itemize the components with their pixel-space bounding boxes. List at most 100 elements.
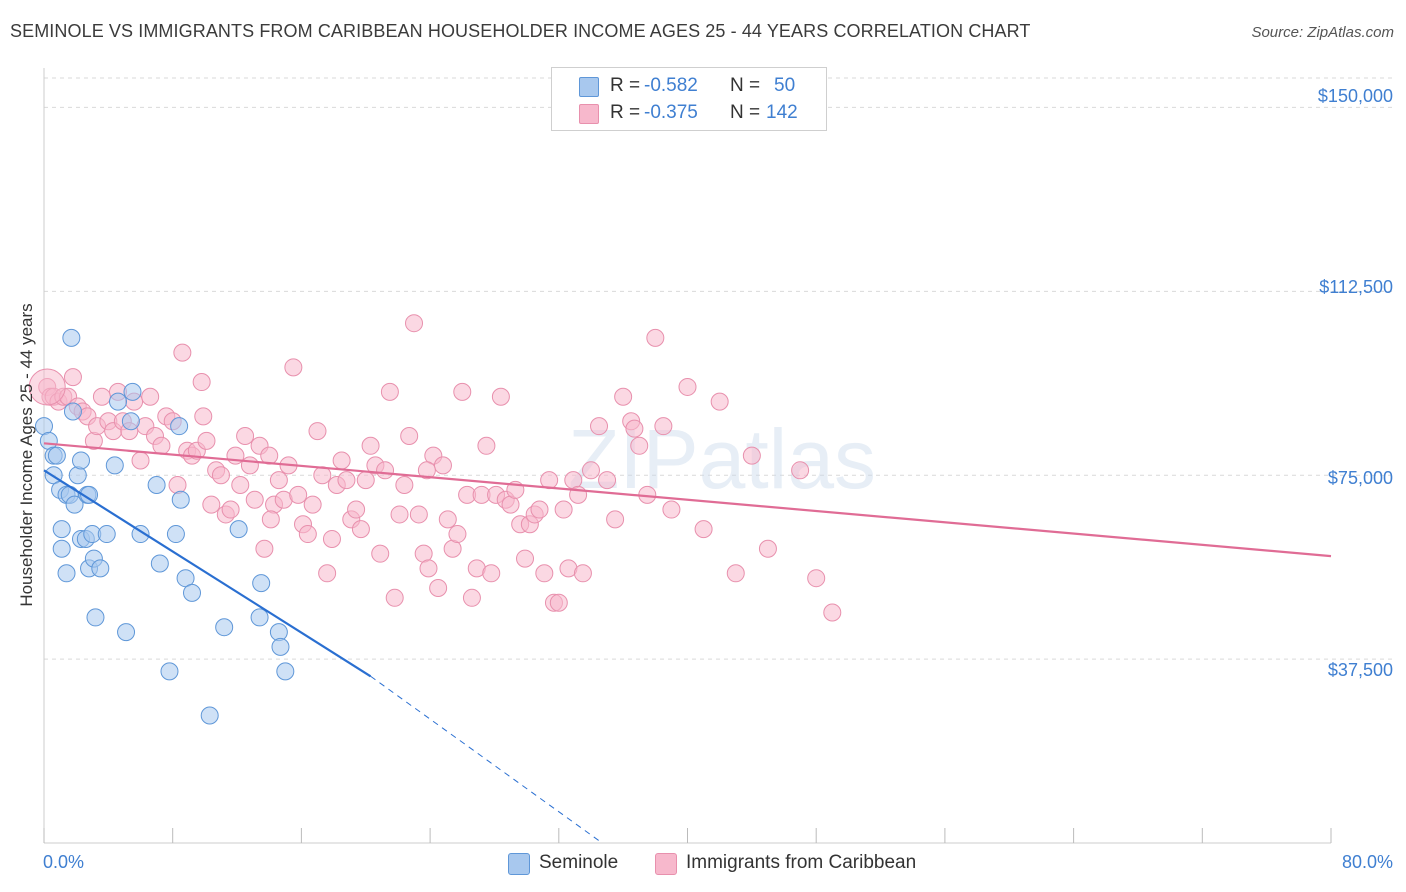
caribbean-point (477, 436, 496, 455)
caribbean-point (409, 505, 428, 524)
caribbean-point (261, 510, 280, 529)
caribbean-point (662, 500, 681, 519)
caribbean-n-value: 142 (766, 102, 798, 123)
caribbean-point (211, 466, 230, 485)
caribbean-point (390, 505, 409, 524)
caribbean-point (337, 471, 356, 490)
caribbean-point (376, 461, 395, 480)
seminole-point (171, 490, 190, 509)
caribbean-point (448, 525, 467, 544)
seminole-point (229, 520, 248, 539)
caribbean-point (429, 579, 448, 597)
caribbean-point (694, 520, 713, 539)
caribbean-point (141, 387, 160, 406)
caribbean-point (491, 387, 510, 406)
caribbean-point (419, 559, 438, 578)
caribbean-point (289, 485, 308, 504)
caribbean-point (380, 382, 399, 401)
caribbean-point (405, 314, 424, 333)
caribbean-point (535, 564, 554, 583)
grid-lines (44, 77, 1395, 660)
caribbean-point (318, 564, 337, 583)
caribbean-point (245, 490, 264, 509)
caribbean-point (630, 436, 649, 455)
caribbean-r-value: -0.375 (644, 102, 698, 123)
caribbean-point (221, 500, 240, 519)
legend-label-seminole: Seminole (539, 852, 619, 873)
caribbean-point (606, 510, 625, 529)
seminole-swatch (579, 77, 599, 97)
y-tick-label: $75,000 (1327, 468, 1393, 488)
caribbean-point (322, 529, 341, 548)
caribbean-point (28, 368, 66, 406)
watermark: ZIPatlas (568, 412, 876, 506)
seminole-points (35, 328, 295, 725)
caribbean-point (549, 593, 568, 612)
seminole-point (91, 559, 110, 578)
caribbean-point (438, 510, 457, 529)
seminole-point (52, 520, 71, 539)
seminole-point (183, 583, 202, 602)
seminole-point (170, 417, 189, 436)
caribbean-point (654, 417, 673, 436)
seminole-point (117, 623, 136, 642)
seminole-point (200, 706, 219, 725)
n-label: N = (730, 102, 761, 123)
seminole-trend-extension (370, 675, 603, 844)
caribbean-point (269, 471, 288, 490)
caribbean-point (417, 461, 436, 480)
caribbean-point (482, 564, 501, 583)
caribbean-point (168, 476, 187, 495)
caribbean-point (308, 422, 327, 441)
seminole-point (215, 618, 234, 637)
legend-label-caribbean: Immigrants from Caribbean (686, 852, 917, 873)
caribbean-point (173, 343, 192, 362)
r-label: R = (610, 75, 641, 96)
seminole-point (166, 525, 185, 544)
x-tick-label-min: 0.0% (43, 852, 85, 872)
caribbean-point (807, 569, 826, 588)
caribbean-point (192, 373, 211, 392)
seminole-point (72, 451, 91, 470)
seminole-point (86, 608, 105, 627)
caribbean-point (530, 500, 549, 519)
caribbean-trend-line (43, 442, 1332, 558)
caribbean-swatch (655, 853, 677, 875)
caribbean-point (614, 387, 633, 406)
seminole-point (57, 564, 76, 583)
caribbean-point (598, 471, 617, 490)
y-tick-label: $37,500 (1327, 660, 1393, 680)
caribbean-point (240, 456, 259, 475)
caribbean-point (823, 603, 842, 622)
caribbean-point (371, 544, 390, 563)
caribbean-point (303, 495, 322, 514)
caribbean-point (347, 500, 366, 519)
caribbean-point (356, 471, 375, 490)
caribbean-point (433, 456, 452, 475)
seminole-point (123, 382, 142, 401)
y-tick-label: $112,500 (1319, 277, 1393, 297)
source-label: Source: ZipAtlas.com (1251, 24, 1394, 41)
caribbean-point (581, 461, 600, 480)
caribbean-point (554, 500, 573, 519)
r-label: R = (610, 102, 641, 123)
caribbean-point (590, 417, 609, 436)
caribbean-point (202, 495, 221, 514)
seminole-point (147, 476, 166, 495)
x-tick-label-max: 80.0% (1341, 852, 1393, 872)
seminole-point (105, 456, 124, 475)
y-tick-label: $150,000 (1317, 86, 1393, 106)
seminole-point (252, 574, 271, 593)
caribbean-point (332, 451, 351, 470)
seminole-swatch (508, 853, 530, 875)
seminole-point (97, 525, 116, 544)
caribbean-point (351, 520, 370, 539)
seminole-n-value: 50 (774, 75, 796, 96)
seminole-point (131, 525, 150, 544)
seminole-point (276, 662, 295, 681)
caribbean-point (791, 461, 810, 480)
seminole-point (121, 412, 140, 431)
caribbean-point (462, 588, 481, 607)
caribbean-point (726, 564, 745, 583)
